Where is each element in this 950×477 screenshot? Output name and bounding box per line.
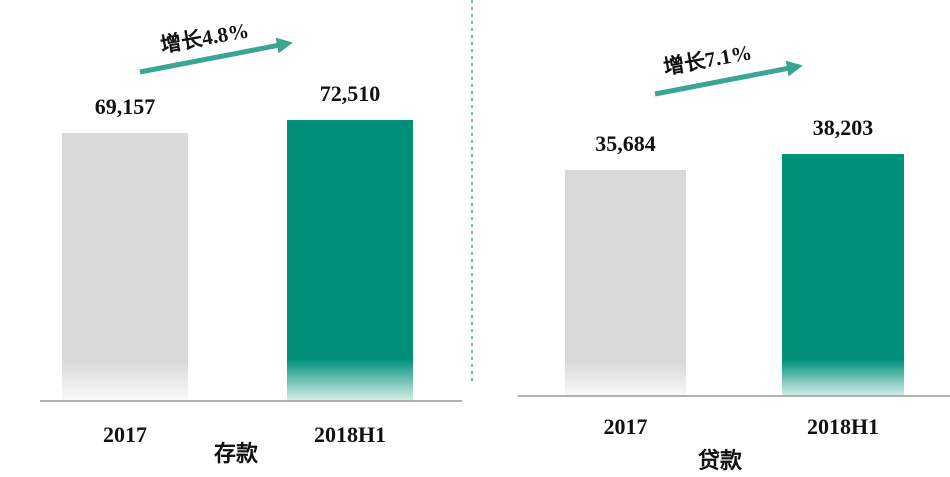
annotation: 增长7.1% (662, 40, 754, 79)
x-tick-label: 2017 (103, 422, 147, 447)
chart-title: 存款 (214, 441, 259, 466)
x-tick-label: 2017 (604, 414, 648, 439)
x-tick-label: 2018H1 (314, 422, 386, 447)
growth-arrow (139, 37, 293, 75)
value-label: 35,684 (595, 131, 656, 156)
value-label: 38,203 (813, 115, 874, 140)
bar (287, 120, 413, 402)
growth-arrow (654, 60, 803, 97)
value-label: 72,510 (320, 81, 381, 106)
x-tick-label: 2018H1 (807, 414, 879, 439)
value-label: 69,157 (95, 94, 156, 119)
bar (565, 170, 686, 396)
bar (62, 133, 188, 401)
chart-title: 贷款 (698, 448, 743, 473)
bar (782, 154, 904, 396)
